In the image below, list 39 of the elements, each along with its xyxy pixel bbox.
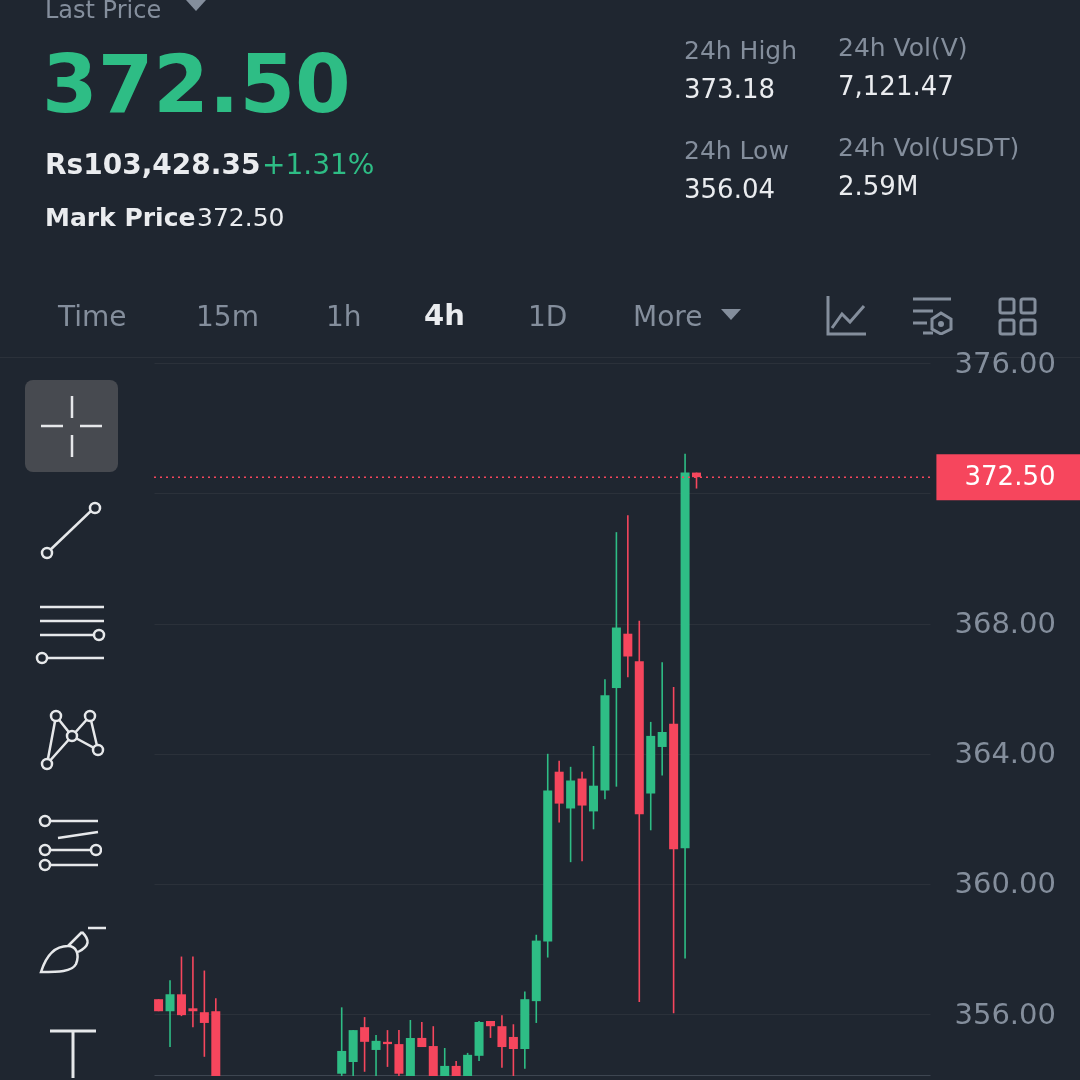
text: 373.18 <box>684 74 775 104</box>
text: 15m <box>196 300 259 333</box>
y-tick-label: 364.00 <box>954 736 1056 771</box>
candlestick <box>176 955 186 1017</box>
y-tick-label: 360.00 <box>954 866 1056 901</box>
text: 7,121.47 <box>838 71 954 101</box>
text: 1h <box>326 300 362 333</box>
text: 24h Vol(USDT) <box>838 133 1020 162</box>
text: 24h Vol(V) <box>838 33 968 62</box>
candlestick <box>337 1006 347 1076</box>
text: +1.31% <box>262 148 375 181</box>
candlestick <box>440 1047 450 1076</box>
text: 2.59M <box>838 171 919 201</box>
candlestick <box>497 1014 507 1069</box>
text: 24h Low <box>684 136 789 165</box>
text: 4h <box>424 298 465 332</box>
ref-line-label: 372.50 <box>964 461 1056 492</box>
y-tick-label: 376.00 <box>954 345 1056 380</box>
candlestick <box>623 514 633 679</box>
candlestick <box>371 1034 381 1076</box>
y-tick-label: 356.00 <box>954 996 1056 1031</box>
text: 372.50 <box>42 38 351 131</box>
text: Time <box>58 300 127 333</box>
candlestick <box>657 661 667 777</box>
text: 24h High <box>684 36 798 65</box>
candlestick <box>199 969 209 1058</box>
text: Rs103,428.35 <box>45 148 261 181</box>
text: 372.50 <box>197 203 285 232</box>
candlestick <box>508 1023 518 1076</box>
candlestick <box>188 955 198 1028</box>
candlestick <box>165 979 175 1048</box>
text: 1D <box>528 300 568 333</box>
candlestick <box>360 1016 370 1073</box>
text: Mark Price <box>45 203 196 232</box>
y-tick-label: 368.00 <box>954 606 1056 641</box>
text: More <box>633 300 703 333</box>
candlestick <box>417 1021 427 1048</box>
text: 356.04 <box>684 174 775 204</box>
text: Last Price <box>45 0 162 24</box>
